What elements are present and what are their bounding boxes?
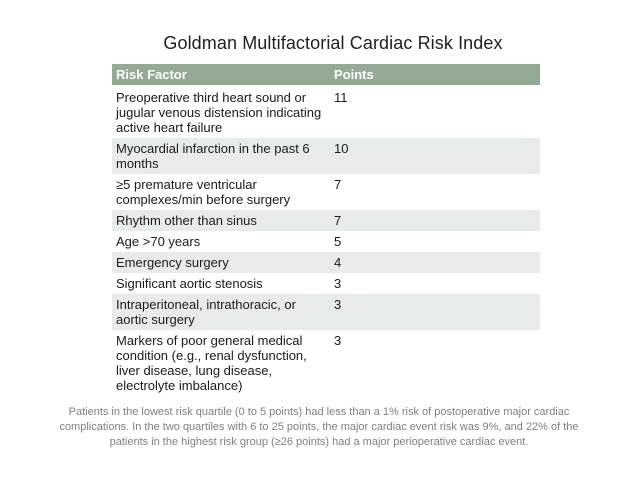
risk-factor-cell: Intraperitoneal, intrathoracic, or aorti… bbox=[116, 297, 296, 327]
points-cell: 3 bbox=[334, 333, 342, 348]
table-row: Significant aortic stenosis 3 bbox=[112, 273, 540, 294]
table-header-row: Risk Factor Points bbox=[112, 64, 540, 87]
column-header-risk-factor: Risk Factor bbox=[112, 64, 330, 87]
points-cell: 11 bbox=[334, 90, 348, 105]
risk-factor-cell: Age >70 years bbox=[116, 234, 201, 249]
points-cell: 4 bbox=[334, 255, 342, 270]
table-row: Markers of poor general medical conditio… bbox=[112, 330, 540, 396]
points-cell: 7 bbox=[334, 213, 342, 228]
risk-factor-cell: Emergency surgery bbox=[116, 255, 229, 270]
table-row: ≥5 premature ventricular complexes/min b… bbox=[112, 174, 540, 210]
points-cell: 10 bbox=[334, 141, 349, 156]
points-cell: 7 bbox=[334, 177, 342, 192]
page-title: Goldman Multifactorial Cardiac Risk Inde… bbox=[163, 33, 503, 53]
table-row: Intraperitoneal, intrathoracic, or aorti… bbox=[112, 294, 540, 330]
risk-factor-cell: Rhythm other than sinus bbox=[116, 213, 257, 228]
risk-factor-cell: Significant aortic stenosis bbox=[116, 276, 263, 291]
table-row: Age >70 years 5 bbox=[112, 231, 540, 252]
table-row: Preoperative third heart sound or jugula… bbox=[112, 86, 540, 138]
risk-factor-cell: Markers of poor general medical conditio… bbox=[116, 333, 307, 393]
points-cell: 5 bbox=[334, 234, 342, 249]
risk-factor-cell: ≥5 premature ventricular complexes/min b… bbox=[116, 177, 291, 207]
points-cell: 3 bbox=[334, 297, 342, 312]
points-cell: 3 bbox=[334, 276, 342, 291]
table-row: Rhythm other than sinus 7 bbox=[112, 210, 540, 231]
table-row: Emergency surgery 4 bbox=[112, 252, 540, 273]
footnote: Patients in the lowest risk quartile (0 … bbox=[59, 406, 579, 448]
risk-factor-cell: Myocardial infarction in the past 6 mont… bbox=[116, 141, 310, 171]
risk-index-table: Risk Factor Points Preoperative third he… bbox=[112, 64, 540, 396]
risk-factor-cell: Preoperative third heart sound or jugula… bbox=[116, 90, 322, 135]
table-row: Myocardial infarction in the past 6 mont… bbox=[112, 138, 540, 174]
column-header-points: Points bbox=[330, 64, 540, 87]
